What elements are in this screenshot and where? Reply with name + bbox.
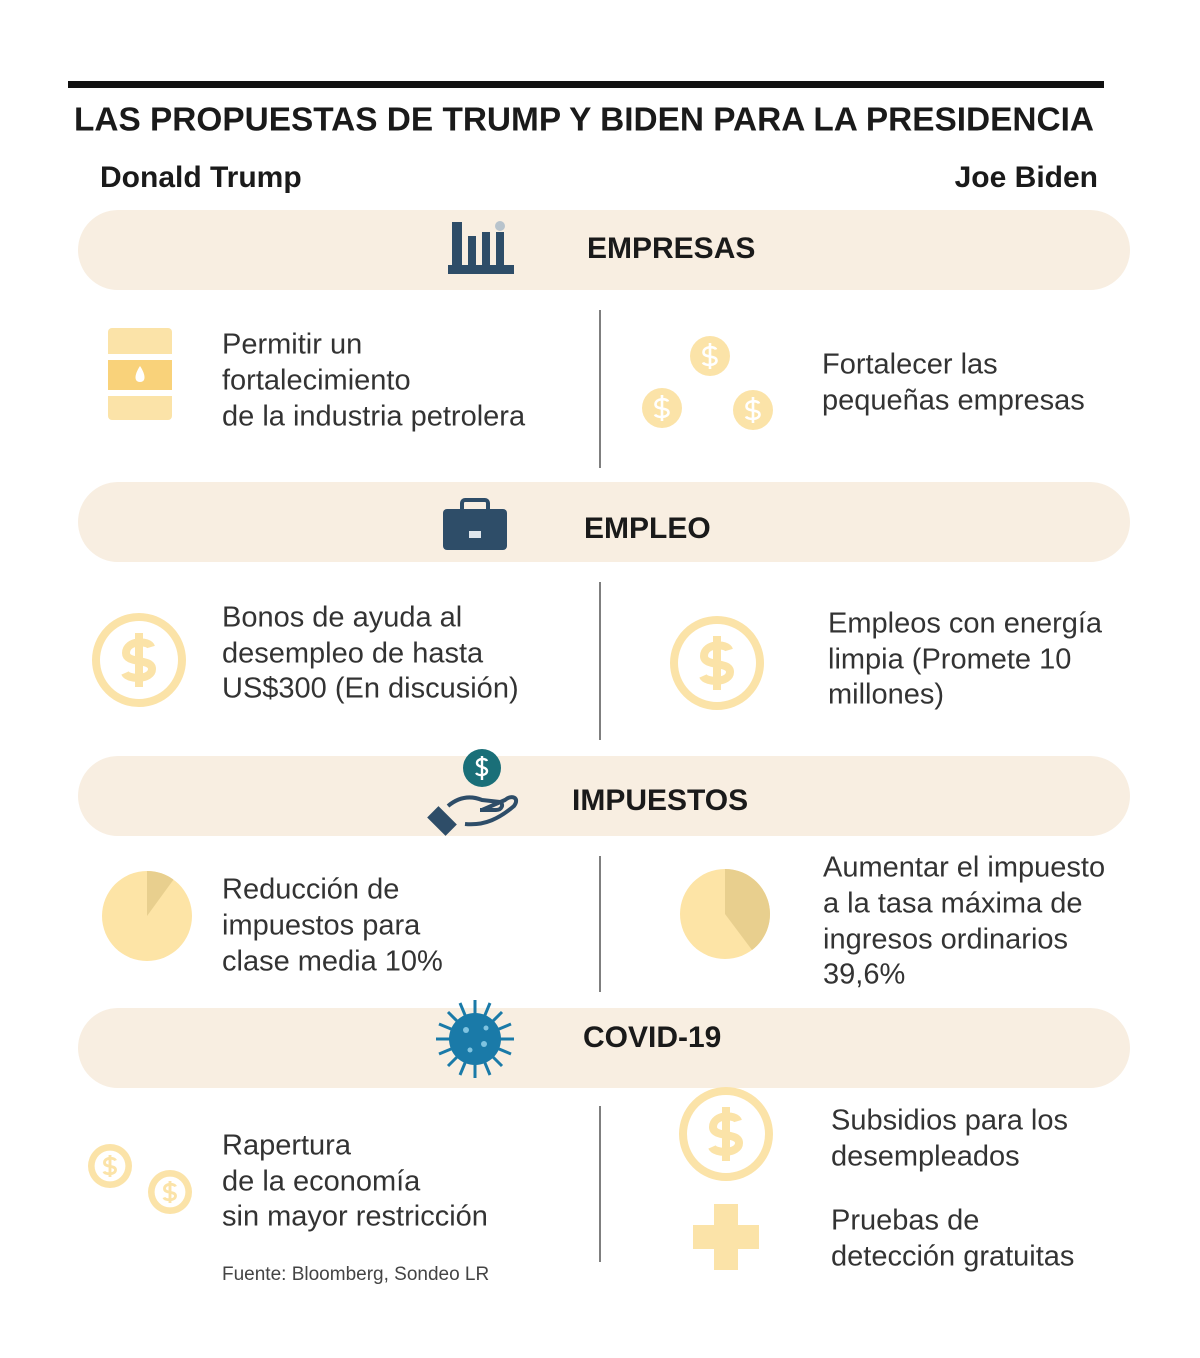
column-header: Donald Trump (100, 161, 302, 194)
coin-icon (88, 1144, 132, 1188)
proposal-text: 39,6% (823, 959, 905, 991)
factory-icon (448, 221, 514, 274)
proposal-text: detección gratuitas (831, 1241, 1074, 1273)
cross-icon (693, 1204, 759, 1270)
coin-icon (674, 620, 760, 706)
pie-icon (680, 869, 770, 959)
coin-icon (148, 1170, 192, 1214)
section-band (78, 1008, 1130, 1088)
proposal-text: US$300 (En discusión) (222, 673, 519, 705)
proposal-text: sin mayor restricción (222, 1201, 488, 1233)
proposal-text: Pruebas de (831, 1205, 979, 1237)
section-title: IMPUESTOS (572, 784, 748, 817)
proposal-text: Fortalecer las (822, 349, 998, 381)
barrel-icon (104, 328, 176, 420)
virus-icon (436, 1000, 514, 1078)
proposal-text: millones) (828, 679, 944, 711)
title: LAS PROPUESTAS DE TRUMP Y BIDEN PARA LA … (74, 101, 1094, 138)
hand-coin-icon (427, 749, 519, 836)
proposal-text: Empleos con energía (828, 608, 1103, 640)
pie-icon (102, 870, 192, 961)
proposal-text: Reducción de (222, 874, 399, 906)
proposal-text: desempleo de hasta (222, 638, 484, 670)
proposal-text: ingresos ordinarios (823, 924, 1068, 956)
coin-icon (640, 386, 684, 430)
proposal-text: desempleados (831, 1141, 1020, 1173)
proposal-text: impuestos para (222, 910, 421, 942)
coin-icon (96, 617, 182, 703)
proposal-text: Bonos de ayuda al (222, 602, 462, 634)
proposal-text: clase media 10% (222, 946, 443, 978)
proposal-text: Aumentar el impuesto (823, 852, 1105, 884)
proposal-text: de la economía (222, 1166, 421, 1198)
section-title: COVID-19 (583, 1021, 721, 1054)
coin-icon (731, 388, 775, 432)
proposal-text: Permitir un (222, 329, 362, 361)
column-header: Joe Biden (955, 161, 1098, 194)
section-band (78, 482, 1130, 562)
top-rule (68, 81, 1104, 88)
proposal-text: de la industria petrolera (222, 401, 526, 433)
section-band (78, 210, 1130, 290)
proposal-text: limpia (Promete 10 (828, 644, 1071, 676)
coin-icon (683, 1091, 769, 1177)
proposal-text: Rapertura (222, 1130, 352, 1162)
proposal-text: Subsidios para los (831, 1105, 1068, 1137)
proposal-text: a la tasa máxima de (823, 888, 1083, 920)
proposal-text: fortalecimiento (222, 365, 411, 397)
briefcase-icon (443, 498, 507, 550)
section-band (78, 756, 1130, 836)
source: Fuente: Bloomberg, Sondeo LR (222, 1264, 489, 1285)
proposal-text: pequeñas empresas (822, 385, 1085, 417)
section-title: EMPLEO (584, 512, 711, 545)
coin-icon (688, 334, 732, 378)
section-title: EMPRESAS (587, 232, 755, 265)
